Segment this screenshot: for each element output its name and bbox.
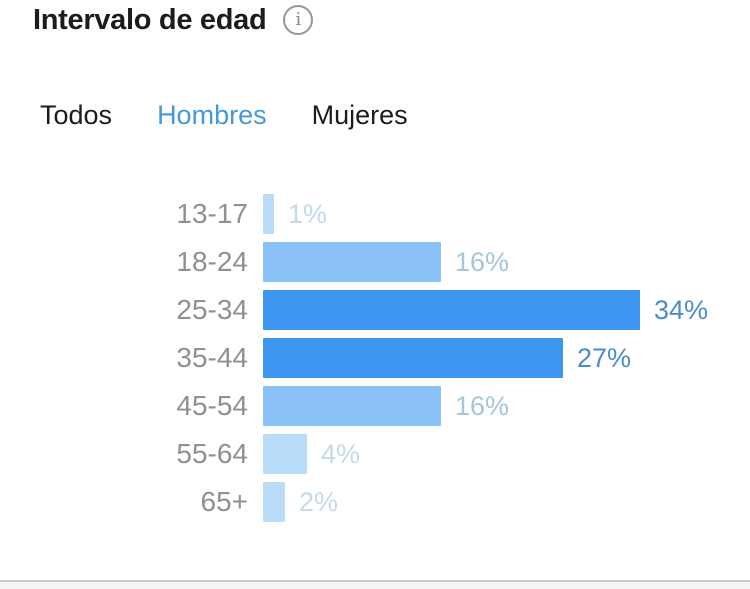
bottom-divider <box>0 580 750 589</box>
chart-row: 35-44 27% <box>0 334 750 382</box>
value-label: 16% <box>455 246 510 277</box>
bar-13-17 <box>263 194 274 234</box>
chart-row: 55-64 4% <box>0 430 750 478</box>
tab-todos[interactable]: Todos <box>40 100 113 130</box>
bar-35-44 <box>263 338 563 378</box>
value-label: 27% <box>577 342 632 373</box>
page-title: Intervalo de edad <box>33 4 267 36</box>
tab-hombres[interactable]: Hombres <box>157 100 267 130</box>
value-label: 2% <box>299 486 339 517</box>
category-label: 45-54 <box>176 390 248 421</box>
category-label: 35-44 <box>176 342 248 373</box>
chart-row: 25-34 34% <box>0 286 750 334</box>
category-label: 55-64 <box>176 438 248 469</box>
card-header: Intervalo de edad i <box>33 0 314 40</box>
category-label: 18-24 <box>176 246 248 277</box>
chart-row: 18-24 16% <box>0 238 750 286</box>
value-label: 16% <box>455 390 510 421</box>
tab-mujeres[interactable]: Mujeres <box>311 100 408 130</box>
category-label: 65+ <box>200 486 249 517</box>
category-label: 13-17 <box>176 198 248 229</box>
value-label: 34% <box>654 294 709 325</box>
category-label: 25-34 <box>176 294 248 325</box>
chart-row: 65+ 2% <box>0 478 750 526</box>
value-label: 1% <box>288 198 328 229</box>
bar-18-24 <box>263 242 441 282</box>
value-label: 4% <box>321 438 361 469</box>
bar-65+ <box>263 482 285 522</box>
bar-25-34 <box>263 290 640 330</box>
bar-55-64 <box>263 434 307 474</box>
bar-45-54 <box>263 386 441 426</box>
info-icon[interactable]: i <box>283 5 314 35</box>
chart-row: 13-17 1% <box>0 190 750 238</box>
chart-row: 45-54 16% <box>0 382 750 430</box>
gender-tabs: Todos Hombres Mujeres <box>40 98 408 132</box>
age-bar-chart: 13-17 1% 18-24 16% 25-34 34% 35-44 27% 45-54 16% 5… <box>0 190 750 526</box>
